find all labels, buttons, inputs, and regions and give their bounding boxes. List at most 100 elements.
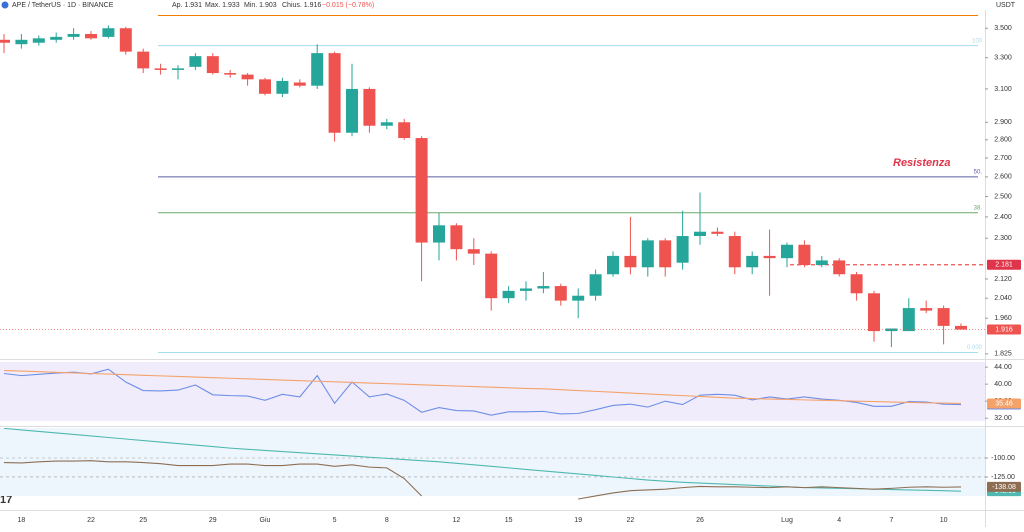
candle-body (224, 73, 237, 75)
candle-body (467, 249, 480, 254)
candle-body (520, 288, 532, 291)
x-tick-label: 22 (627, 517, 635, 524)
candle-body (154, 68, 167, 70)
x-tick-label: 26 (696, 517, 704, 524)
candle-body (346, 88, 358, 133)
candle-body (833, 260, 846, 275)
y-tick-label: -125.00 (991, 474, 1015, 481)
candle-body (119, 28, 132, 52)
candle-body (85, 33, 97, 39)
candle-body (276, 80, 289, 94)
candle-body (241, 74, 254, 80)
candle-body (502, 290, 515, 299)
ohlc: Chius. 1.916 (282, 2, 321, 9)
candle-body (67, 33, 80, 37)
price-tag (987, 398, 1021, 409)
annotation: Resistenza (893, 157, 950, 169)
pane-band (0, 362, 985, 421)
price-tag-label: 35.46 (995, 400, 1013, 407)
y-tick-label: 1.825 (994, 351, 1012, 358)
x-tick-label: 25 (139, 517, 147, 524)
y-tick-label: 2.040 (994, 295, 1012, 302)
y-tick-label: 2.900 (994, 119, 1012, 126)
y-tick-label: -100.00 (991, 455, 1015, 462)
x-tick-label: 18 (18, 517, 26, 524)
change: −0.015 (−0.78%) (322, 2, 374, 9)
candle-body (798, 244, 811, 265)
candle-body (728, 236, 741, 268)
series-line (3, 460, 962, 500)
candle-body (694, 231, 706, 237)
candle-body (450, 225, 463, 250)
y-tick-label: 2.120 (994, 276, 1012, 283)
level-label: 50. (974, 169, 983, 175)
candle-body (554, 286, 567, 301)
logo: 17 (0, 494, 12, 506)
price-tag-label: 1.916 (995, 326, 1013, 333)
candle-body (293, 82, 306, 86)
candle-body (415, 138, 428, 243)
level-label: 0.000 (967, 345, 983, 351)
candle-body (955, 325, 967, 330)
candle-body (589, 274, 602, 296)
y-tick-label: 40.00 (994, 381, 1012, 388)
level-label: 100 (972, 38, 983, 44)
candle-body (172, 68, 184, 70)
candle-body (763, 255, 776, 259)
top-bar (0, 0, 1024, 10)
x-tick-label: 29 (209, 517, 217, 524)
x-tick-label: 15 (505, 517, 513, 524)
ohlc: Ap. 1.931 (172, 2, 202, 9)
candle-body (815, 260, 828, 265)
candle-body (363, 88, 376, 126)
candle-body (0, 39, 10, 43)
candle-body (676, 236, 689, 263)
candle-body (937, 308, 950, 326)
y-tick-label: 2.600 (994, 174, 1012, 181)
candle-body (328, 53, 341, 133)
level-label: 38. (974, 205, 983, 211)
candle-body (572, 295, 585, 301)
candle-body (380, 122, 393, 126)
candle-body (902, 308, 915, 332)
currency: USDT (996, 2, 1016, 9)
candle-body (398, 122, 411, 139)
x-tick-label: Lug (781, 517, 793, 524)
x-tick-label: 12 (453, 517, 461, 524)
y-tick-label: 3.300 (994, 55, 1012, 62)
y-tick-label: 2.500 (994, 193, 1012, 200)
y-tick-label: 3.100 (994, 86, 1012, 93)
candle-body (206, 56, 219, 74)
price-tag-label: -138.08 (992, 484, 1016, 491)
ohlc: Max. 1.933 (205, 2, 240, 9)
price-tag-label: 2.181 (995, 262, 1013, 269)
x-tick-label: 7 (889, 517, 893, 524)
x-tick-label: 19 (574, 517, 582, 524)
x-tick-label: Giu (260, 517, 271, 524)
x-tick-label: 22 (87, 517, 95, 524)
candle-body (102, 28, 115, 37)
candle-body (50, 36, 63, 40)
y-tick-label: 2.300 (994, 235, 1012, 242)
ohlc: Min. 1.903 (244, 2, 277, 9)
candle-body (311, 53, 324, 86)
y-tick-label: 44.00 (994, 364, 1012, 371)
price-tag (987, 481, 1021, 492)
y-tick-label: 1.960 (994, 315, 1012, 322)
candle-body (537, 286, 550, 289)
symbol-icon (1, 1, 9, 9)
price-tag (987, 324, 1021, 335)
candle-body (868, 293, 880, 332)
candle-body (850, 274, 863, 294)
y-tick-label: 32.00 (994, 415, 1012, 422)
pane-band (0, 428, 985, 496)
candle-body (433, 225, 445, 243)
x-tick-label: 10 (940, 517, 948, 524)
y-tick-label: 2.800 (994, 137, 1012, 144)
candle-body (607, 255, 619, 275)
series-line (3, 369, 962, 405)
x-tick-label: 8 (385, 517, 389, 524)
candle-body (189, 56, 202, 67)
x-tick-label: 4 (837, 517, 841, 524)
